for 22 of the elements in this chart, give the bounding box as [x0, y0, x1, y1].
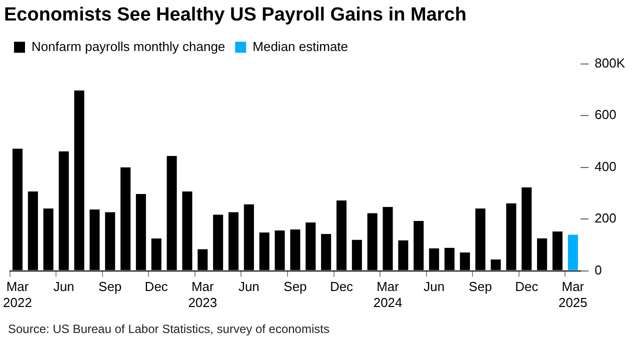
- x-tick-label: Dec: [144, 279, 168, 294]
- y-tick-label: 600: [594, 107, 616, 122]
- y-tick-label: 200: [594, 210, 616, 226]
- x-tick-label: Jun: [424, 279, 445, 294]
- x-tick-label: Dec: [515, 279, 539, 294]
- legend-label: Nonfarm payrolls monthly change: [32, 38, 226, 54]
- x-tick-label: Sep: [468, 279, 492, 294]
- source-note: Source: US Bureau of Labor Statistics, survey of economists: [8, 322, 330, 336]
- x-tick-label: Mar 2024: [373, 279, 402, 310]
- y-tick-label: 800K: [594, 55, 626, 70]
- x-tick-label: Mar 2025: [558, 279, 588, 310]
- x-tick-label: Mar 2023: [188, 279, 218, 310]
- y-tick-label: 400: [594, 158, 616, 174]
- x-tick-label: Sep: [98, 279, 122, 294]
- legend-label: Median estimate: [252, 38, 348, 54]
- x-tick-label: Dec: [330, 279, 354, 294]
- x-tick-label: Jun: [53, 279, 74, 294]
- chart-title: Economists See Healthy US Payroll Gains in March: [4, 4, 466, 26]
- x-tick-label: Sep: [284, 279, 307, 294]
- y-tick-label: 0: [594, 262, 602, 278]
- x-tick-label: Mar 2022: [3, 279, 32, 310]
- x-tick-label: Jun: [238, 279, 260, 294]
